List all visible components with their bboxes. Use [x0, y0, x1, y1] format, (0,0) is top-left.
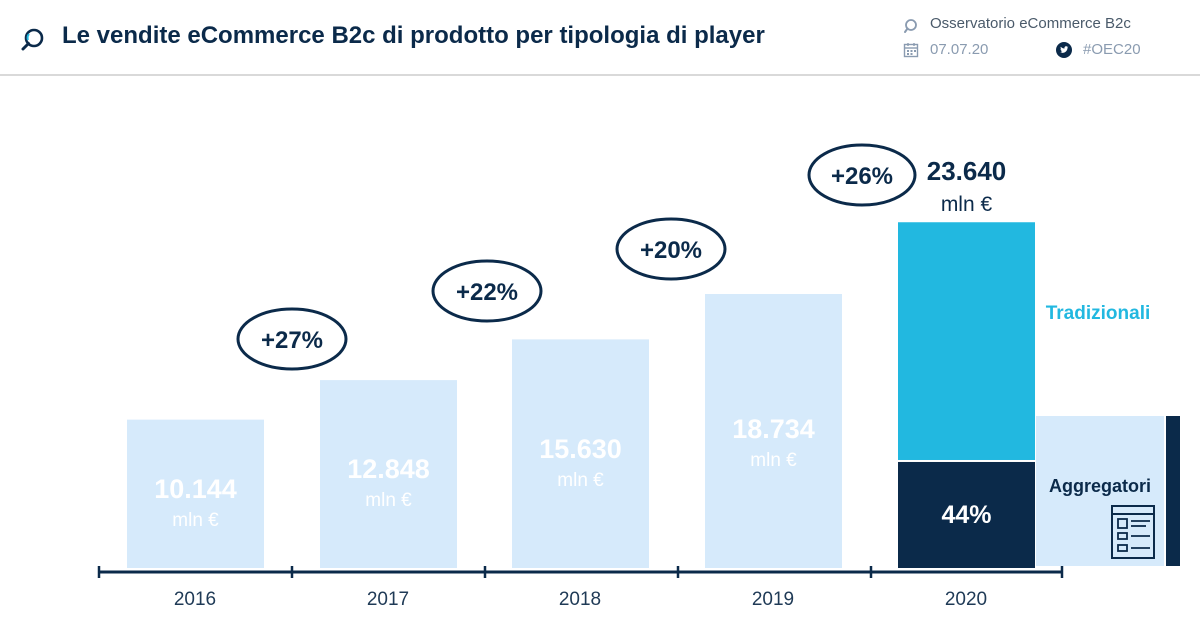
calendar-icon [903, 43, 919, 58]
bar-unit-label: mln € [750, 450, 797, 471]
date-label: 07.07.20 [930, 41, 989, 58]
bar-2020-aggregatori [898, 461, 1035, 568]
growth-ellipse [615, 217, 727, 281]
magnifier-icon [904, 19, 917, 33]
legend-aggregatori: Aggregatori [1049, 476, 1151, 496]
bar-2019 [705, 294, 842, 568]
growth-label: +26% [831, 163, 893, 190]
legend-aggregatori-accent [1166, 416, 1180, 566]
twitter-icon [1056, 42, 1072, 58]
growth-ellipse [807, 143, 917, 207]
bar-value-label: 15.630 [539, 434, 622, 464]
x-tick-label: 2020 [945, 589, 987, 610]
marketplace-icon [1111, 505, 1155, 559]
page-title: Le vendite eCommerce B2c di prodotto per… [62, 22, 765, 49]
bar-2018 [512, 339, 649, 568]
bar-2016 [127, 419, 264, 568]
growth-label: +27% [261, 327, 323, 354]
bar-value-label: 10.144 [154, 474, 237, 504]
bar-value-label: 12.848 [347, 454, 430, 484]
bar-unit-label: mln € [557, 470, 604, 491]
aggregatori-share-label: 44% [941, 501, 991, 529]
x-tick-label: 2016 [174, 589, 216, 610]
source-label: Osservatorio eCommerce B2c [930, 15, 1131, 32]
hashtag-label: #OEC20 [1083, 41, 1141, 58]
bar-2020-tradizionali [898, 222, 1035, 460]
growth-label: +22% [456, 279, 518, 306]
magnifier-icon [21, 28, 44, 51]
total-unit-label: mln € [941, 193, 993, 216]
legend-aggregatori-box [1036, 416, 1164, 566]
x-tick-label: 2017 [367, 589, 409, 610]
growth-ellipse [236, 307, 348, 371]
x-tick-label: 2019 [752, 589, 794, 610]
bar-value-label: 18.734 [732, 414, 815, 444]
growth-ellipse [431, 259, 543, 323]
legend-tradizionali: Tradizionali [1046, 303, 1151, 324]
bar-unit-label: mln € [172, 510, 219, 531]
total-value-label: 23.640 [927, 156, 1007, 186]
header: Le vendite eCommerce B2c di prodotto per… [0, 0, 1200, 76]
x-tick-label: 2018 [559, 589, 601, 610]
growth-label: +20% [640, 237, 702, 264]
bar-unit-label: mln € [365, 490, 412, 511]
bar-2017 [320, 380, 457, 568]
